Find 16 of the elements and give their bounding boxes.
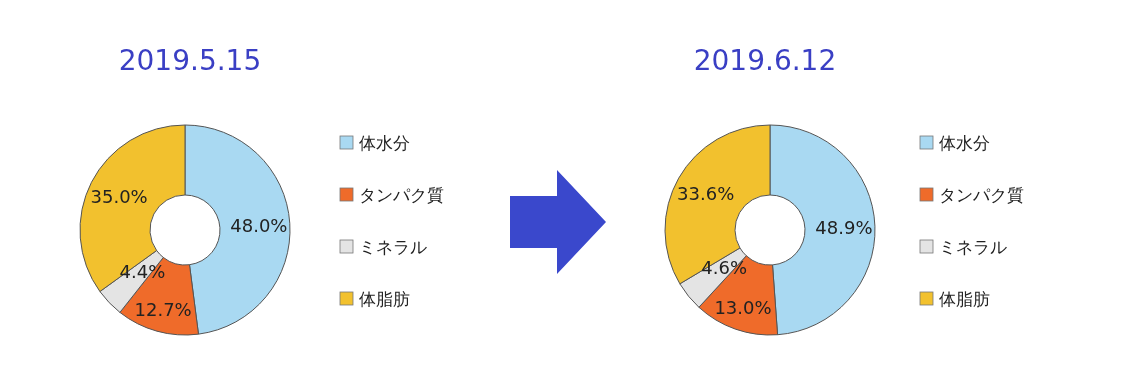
legend-label: 体脂肪 <box>939 289 990 309</box>
legend-label: タンパク質 <box>359 185 444 205</box>
chart-title: 2019.5.15 <box>118 44 262 77</box>
legend-label: 体脂肪 <box>359 289 410 309</box>
chart-title: 2019.6.12 <box>693 44 837 77</box>
legend-label: 体水分 <box>359 133 410 153</box>
data-label: 48.0% <box>230 215 288 237</box>
data-label: 35.0% <box>90 186 148 208</box>
data-label: 13.0% <box>714 297 772 319</box>
data-label: 12.7% <box>134 299 192 321</box>
legend-label: ミネラル <box>939 237 1007 257</box>
legend-label: ミネラル <box>359 237 427 257</box>
legend-label: 体水分 <box>939 133 990 153</box>
legend-label: タンパク質 <box>939 185 1024 205</box>
data-label: 48.9% <box>815 217 873 239</box>
data-label: 33.6% <box>677 183 735 205</box>
